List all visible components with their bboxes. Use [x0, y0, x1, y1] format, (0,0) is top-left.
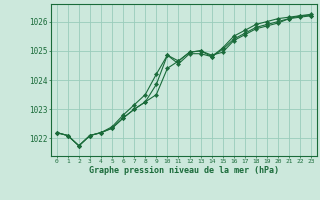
X-axis label: Graphe pression niveau de la mer (hPa): Graphe pression niveau de la mer (hPa) [89, 166, 279, 175]
